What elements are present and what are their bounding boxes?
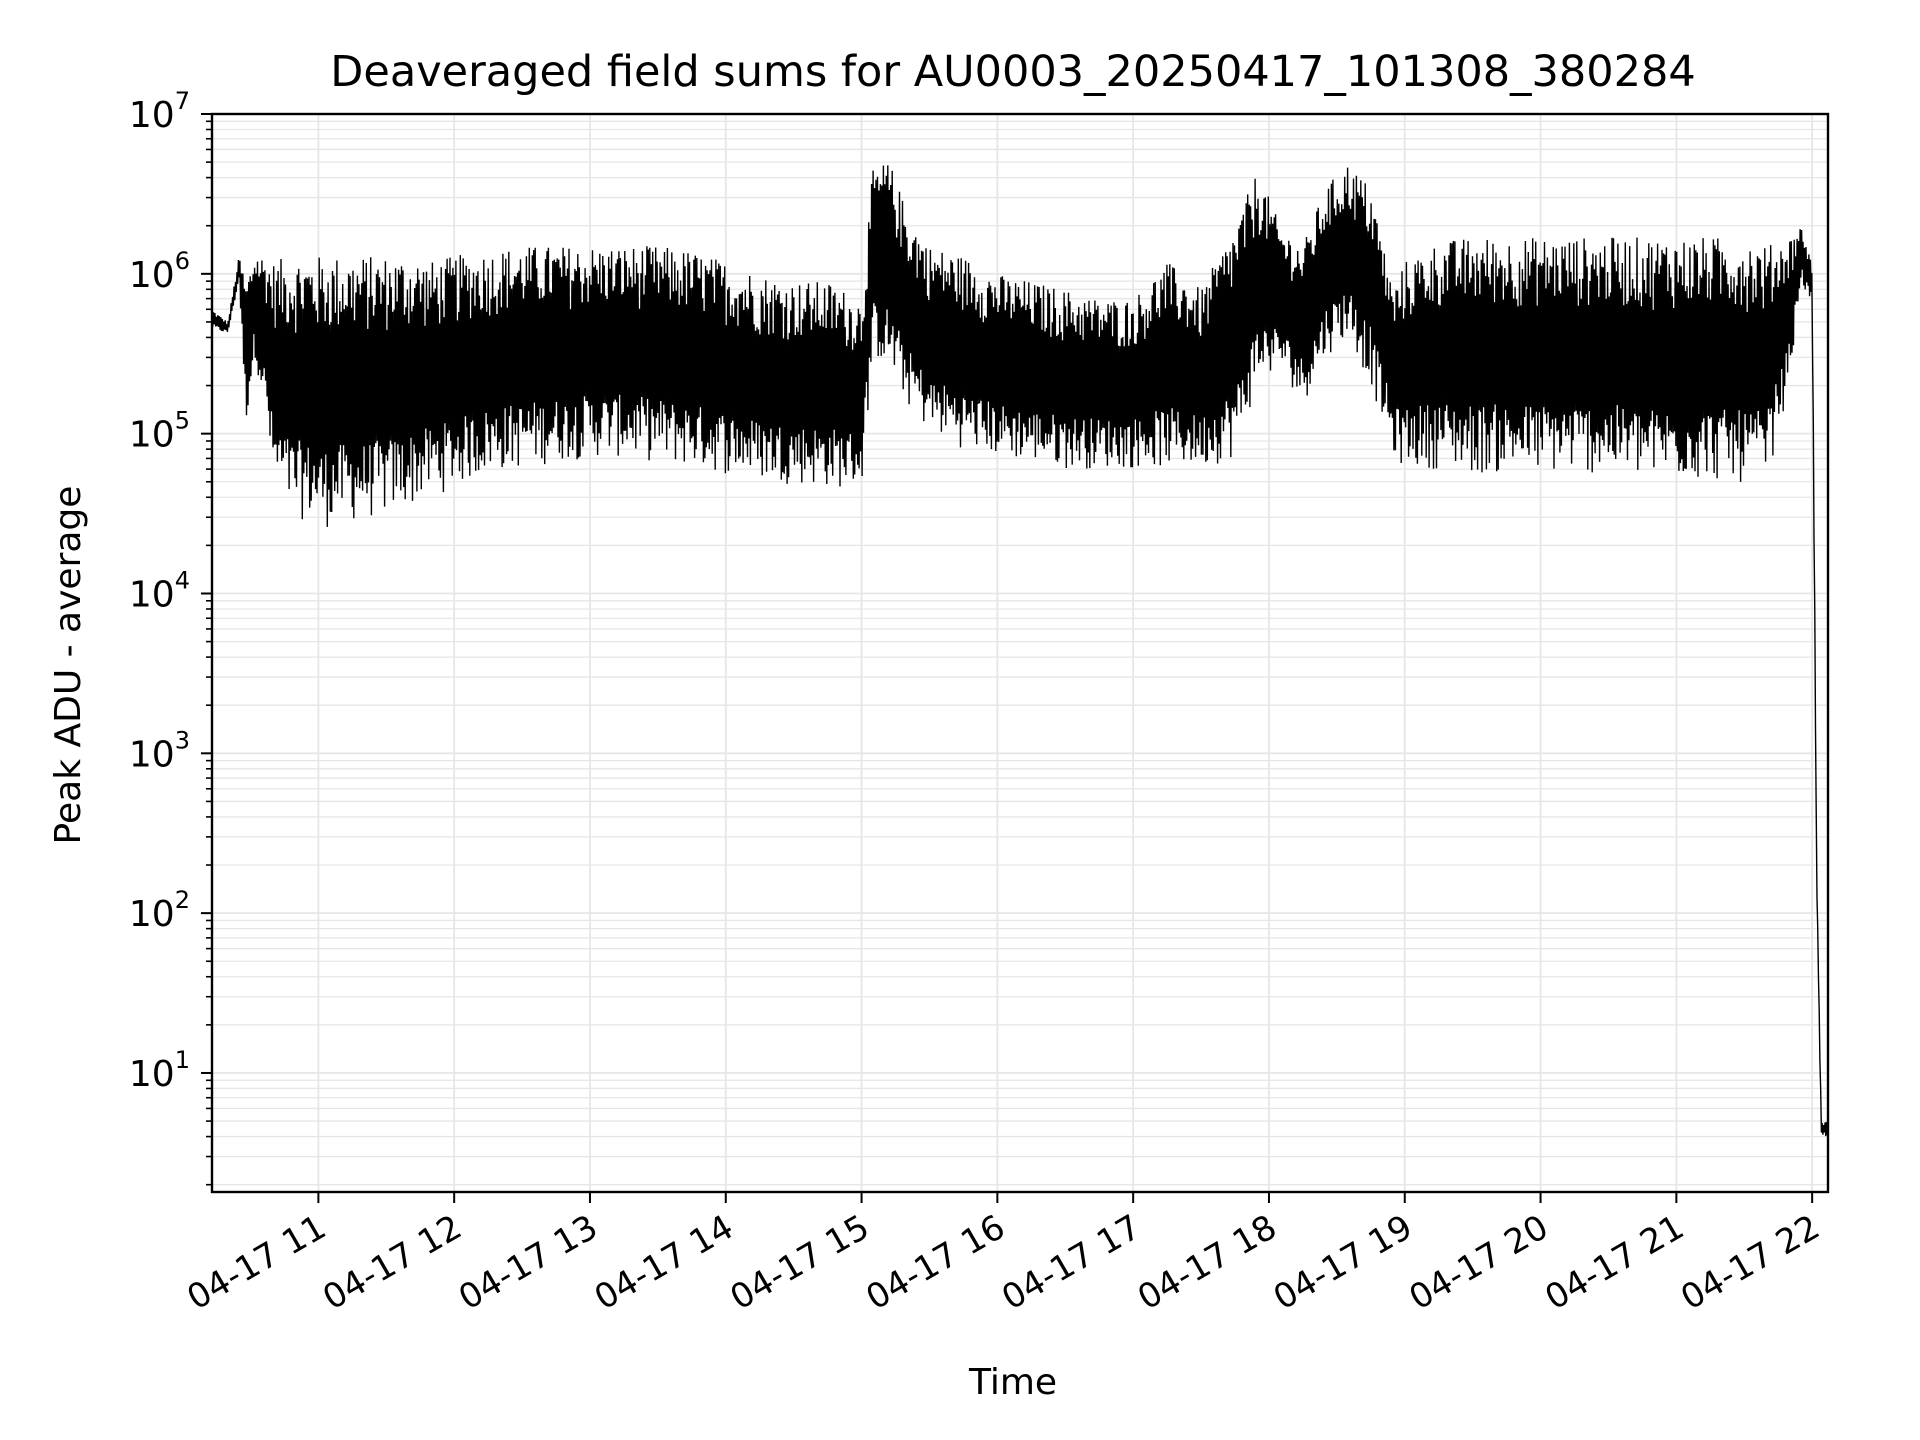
- y-axis-label: Peak ADU - average: [48, 486, 89, 845]
- y-tick-base: 10: [129, 1054, 175, 1095]
- x-axis-label: Time: [968, 1362, 1057, 1403]
- y-tick-base: 10: [129, 734, 175, 775]
- y-tick-base: 10: [129, 894, 175, 935]
- x-tick-label: 04-17 16: [859, 1207, 1011, 1318]
- x-tick-label: 04-17 21: [1538, 1207, 1690, 1318]
- y-tick-exponent: 5: [175, 407, 190, 435]
- x-tick-label: 04-17 14: [588, 1207, 740, 1318]
- y-tick-exponent: 4: [175, 566, 190, 594]
- plot-frame: [210, 112, 1830, 1194]
- x-tick-label: 04-17 13: [452, 1207, 604, 1318]
- y-tick-label: 105: [129, 407, 190, 456]
- y-tick-label: 107: [129, 87, 190, 136]
- y-tick-base: 10: [129, 255, 175, 296]
- y-tick-base: 10: [129, 95, 175, 136]
- y-tick-label: 104: [129, 566, 190, 615]
- x-tick-label: 04-17 11: [180, 1207, 332, 1318]
- y-tick-label: 101: [129, 1046, 190, 1095]
- x-tick-label: 04-17 19: [1267, 1207, 1419, 1318]
- x-tick-label: 04-17 17: [995, 1207, 1147, 1318]
- x-tick-label: 04-17 15: [724, 1207, 876, 1318]
- series-line: [211, 165, 1829, 1137]
- y-tick-exponent: 1: [175, 1046, 190, 1074]
- chart-title: Deaveraged field sums for AU0003_2025041…: [330, 47, 1695, 97]
- y-tick-label: 102: [129, 886, 190, 935]
- x-tick-label: 04-17 18: [1131, 1207, 1283, 1318]
- y-tick-exponent: 7: [175, 87, 190, 115]
- y-tick-label: 106: [129, 247, 190, 296]
- y-tick-base: 10: [129, 415, 175, 456]
- y-tick-exponent: 6: [175, 247, 190, 275]
- plot-area: [211, 165, 1829, 1137]
- y-tick-exponent: 3: [175, 726, 190, 754]
- x-tick-label: 04-17 20: [1403, 1207, 1555, 1318]
- y-tick-label: 103: [129, 726, 190, 775]
- x-tick-label: 04-17 12: [316, 1207, 468, 1318]
- y-tick-exponent: 2: [175, 886, 190, 914]
- y-tick-base: 10: [129, 574, 175, 615]
- x-tick-label: 04-17 22: [1674, 1207, 1826, 1318]
